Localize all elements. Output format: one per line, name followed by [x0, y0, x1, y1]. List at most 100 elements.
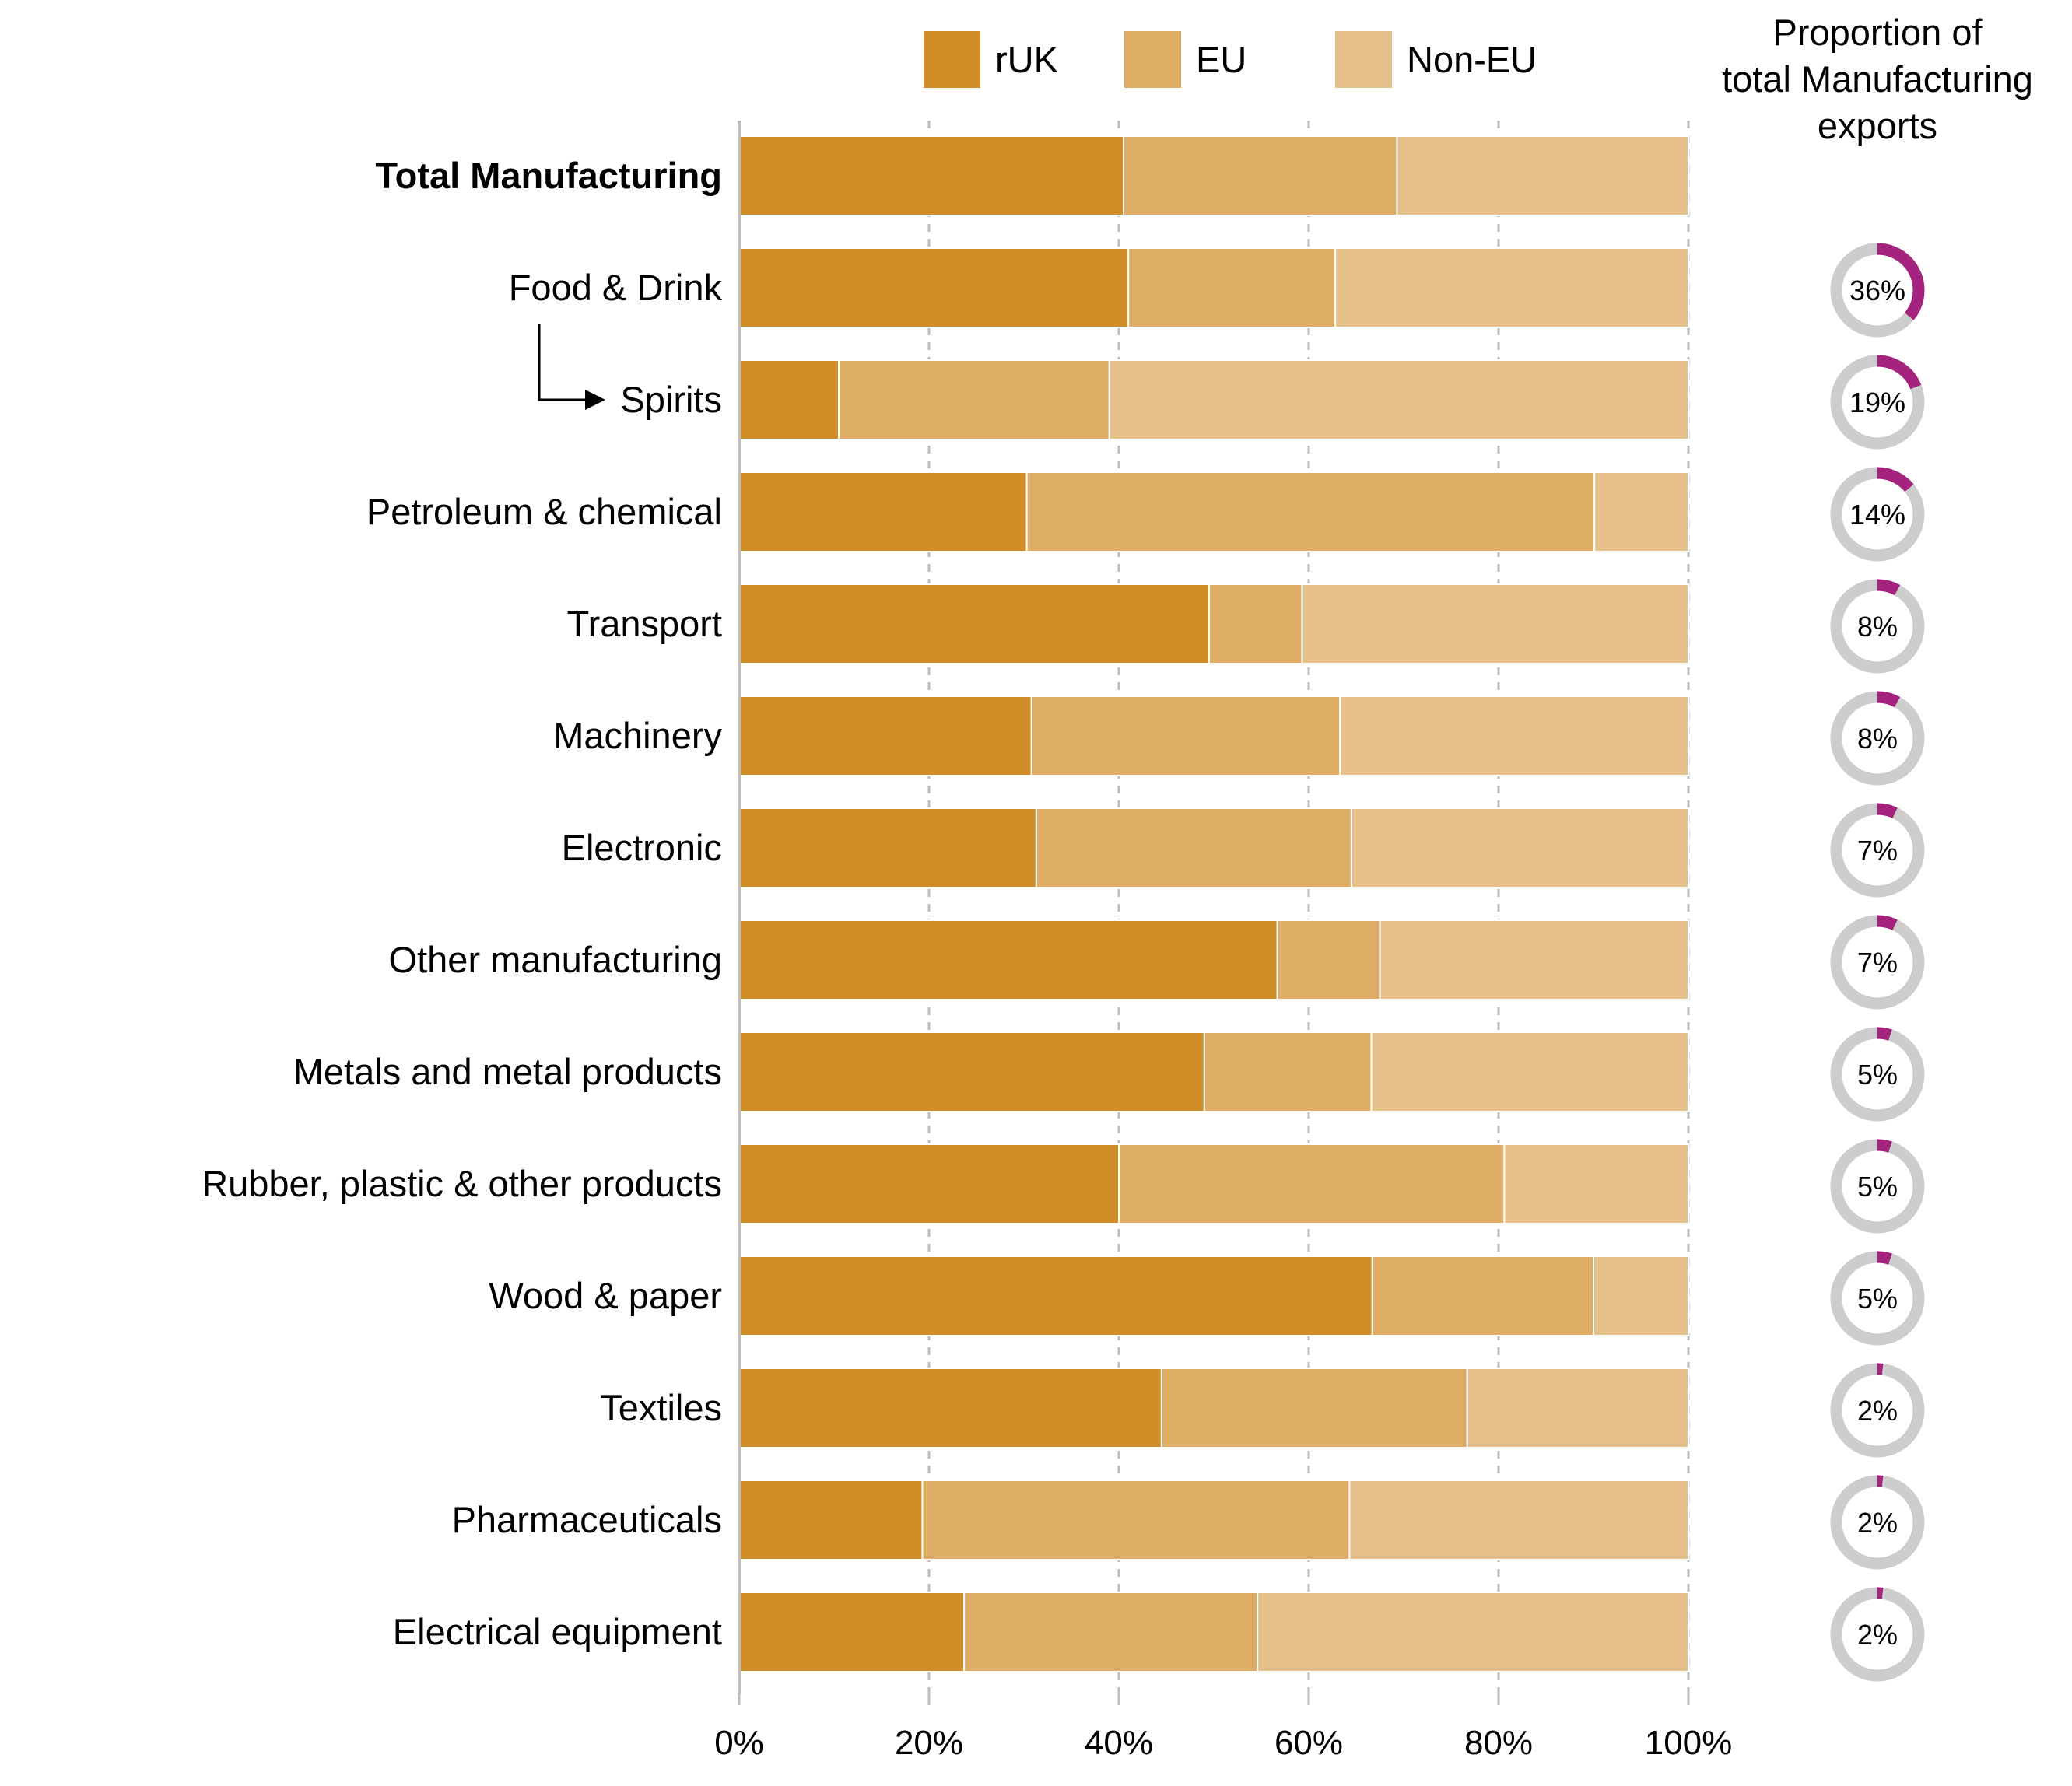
- bar-ruk-spirits: [738, 359, 840, 440]
- x-tick-label: 20%: [895, 1724, 963, 1762]
- donut-label: 2%: [1857, 1507, 1898, 1539]
- donut-label: 5%: [1857, 1283, 1898, 1315]
- bar-ruk-machinery: [738, 695, 1032, 776]
- donut-value-arc: [1830, 467, 1925, 562]
- bar-non-eu-metals-and-metal-products: [1370, 1031, 1690, 1112]
- bar-non-eu-other-manufacturing: [1379, 919, 1689, 1000]
- axes: [738, 121, 1690, 1705]
- donut-value-arc: [1830, 1475, 1925, 1570]
- donut-value-arc: [1830, 1363, 1925, 1458]
- bar-eu-spirits: [838, 359, 1110, 440]
- legend-label-ruk: rUK: [995, 39, 1058, 80]
- bar-non-eu-rubber-plastic-other-products: [1503, 1143, 1689, 1224]
- donut-value-arc: [1830, 1587, 1925, 1682]
- donut-label: 2%: [1857, 1395, 1898, 1427]
- bar-non-eu-petroleum-chemical: [1593, 471, 1689, 552]
- bar-ruk-pharmaceuticals: [738, 1480, 924, 1560]
- donut-spirits: 19%: [1830, 355, 1925, 450]
- donut-machinery: 8%: [1830, 691, 1925, 786]
- donut-electrical-equipment: 2%: [1830, 1587, 1925, 1682]
- legend-swatch-eu: [1124, 31, 1181, 88]
- gridlines: [927, 121, 1690, 1694]
- donut-label: 7%: [1857, 947, 1898, 979]
- bar-non-eu-machinery: [1339, 695, 1689, 776]
- bar-ruk-rubber-plastic-other-products: [738, 1143, 1120, 1224]
- bar-eu-food-drink: [1127, 247, 1337, 328]
- donut-panel: 36% 19% 14% 8% 8% 7% 7% 5% 5% 5% 2% 2% 2%: [1830, 243, 1925, 1682]
- side-panel-title-line: Proportion of: [1772, 12, 1983, 53]
- donut-value-arc: [1830, 915, 1925, 1010]
- side-panel-title-line: total Manufacturing: [1722, 58, 2033, 100]
- bar-ruk-food-drink: [738, 247, 1130, 328]
- side-panel-title: Proportion of total Manufacturing exports: [1722, 12, 2033, 146]
- bar-ruk-textiles: [738, 1368, 1162, 1448]
- bar-ruk-metals-and-metal-products: [738, 1031, 1205, 1112]
- bar-ruk-total-manufacturing: [738, 135, 1125, 216]
- bar-non-eu-food-drink: [1334, 247, 1690, 328]
- bar-ruk-wood-paper: [738, 1255, 1373, 1336]
- category-label-electronic: Electronic: [562, 827, 722, 868]
- donut-value-arc: [1830, 1027, 1925, 1122]
- donut-wood-paper: 5%: [1830, 1251, 1925, 1346]
- donut-label: 19%: [1849, 387, 1905, 418]
- donut-label: 14%: [1849, 499, 1905, 531]
- bar-eu-machinery: [1030, 695, 1341, 776]
- legend: rUK EU Non-EU: [924, 31, 1537, 88]
- bar-non-eu-transport: [1301, 583, 1689, 664]
- donut-value-arc: [1830, 1251, 1925, 1346]
- donut-petroleum-chemical: 14%: [1830, 467, 1925, 562]
- x-tick-label: 100%: [1645, 1724, 1733, 1762]
- donut-electronic: 7%: [1830, 803, 1925, 898]
- donut-value-arc: [1830, 243, 1925, 338]
- category-labels: Total Manufacturing Food & Drink Spirits Pe…: [202, 155, 722, 1652]
- donut-other-manufacturing: 7%: [1830, 915, 1925, 1010]
- donut-transport: 8%: [1830, 579, 1925, 674]
- category-label-wood-paper: Wood & paper: [489, 1275, 722, 1316]
- bar-eu-other-manufacturing: [1276, 919, 1381, 1000]
- bar-eu-electrical-equipment: [963, 1592, 1259, 1672]
- sub-category-arrow-line: [538, 324, 585, 401]
- category-label-electrical-equipment: Electrical equipment: [393, 1611, 722, 1652]
- bar-ruk-electrical-equipment: [738, 1592, 966, 1672]
- donut-label: 7%: [1857, 835, 1898, 867]
- side-panel-title-line: exports: [1818, 105, 1937, 146]
- bar-non-eu-electrical-equipment: [1257, 1592, 1689, 1672]
- donut-textiles: 2%: [1830, 1363, 1925, 1458]
- bar-non-eu-wood-paper: [1593, 1255, 1689, 1336]
- bar-non-eu-electronic: [1350, 807, 1690, 888]
- category-label-machinery: Machinery: [553, 715, 722, 756]
- category-label-metals-and-metal-products: Metals and metal products: [293, 1051, 722, 1092]
- donut-label: 8%: [1857, 723, 1898, 755]
- bar-non-eu-spirits: [1108, 359, 1690, 440]
- category-label-petroleum-chemical: Petroleum & chemical: [366, 491, 722, 532]
- donut-label: 5%: [1857, 1059, 1898, 1091]
- bar-ruk-petroleum-chemical: [738, 471, 1028, 552]
- donut-label: 8%: [1857, 611, 1898, 643]
- bar-eu-pharmaceuticals: [921, 1480, 1351, 1560]
- bar-eu-textiles: [1160, 1368, 1468, 1448]
- bar-ruk-electronic: [738, 807, 1037, 888]
- donut-value-arc: [1830, 803, 1925, 898]
- category-label-other-manufacturing: Other manufacturing: [389, 939, 722, 980]
- bar-eu-transport: [1208, 583, 1303, 664]
- bars: [738, 135, 1690, 1672]
- donut-pharmaceuticals: 2%: [1830, 1475, 1925, 1570]
- category-label-spirits: Spirits: [620, 379, 722, 420]
- donut-food-drink: 36%: [1830, 243, 1925, 338]
- category-label-pharmaceuticals: Pharmaceuticals: [452, 1499, 722, 1540]
- category-label-rubber-plastic-other-products: Rubber, plastic & other products: [202, 1163, 722, 1204]
- bar-non-eu-total-manufacturing: [1396, 135, 1689, 216]
- donut-metals-and-metal-products: 5%: [1830, 1027, 1925, 1122]
- sub-category-arrow-head: [585, 390, 605, 410]
- sub-category-arrow: [538, 324, 605, 410]
- bar-eu-electronic: [1035, 807, 1352, 888]
- donut-value-arc: [1830, 579, 1925, 674]
- bar-non-eu-pharmaceuticals: [1348, 1480, 1689, 1560]
- bar-non-eu-textiles: [1466, 1368, 1689, 1448]
- donut-value-arc: [1830, 1139, 1925, 1234]
- donut-value-arc: [1830, 355, 1925, 450]
- bar-eu-wood-paper: [1371, 1255, 1594, 1336]
- legend-label-eu: EU: [1196, 39, 1246, 80]
- category-label-food-drink: Food & Drink: [509, 267, 723, 308]
- category-label-textiles: Textiles: [600, 1387, 722, 1428]
